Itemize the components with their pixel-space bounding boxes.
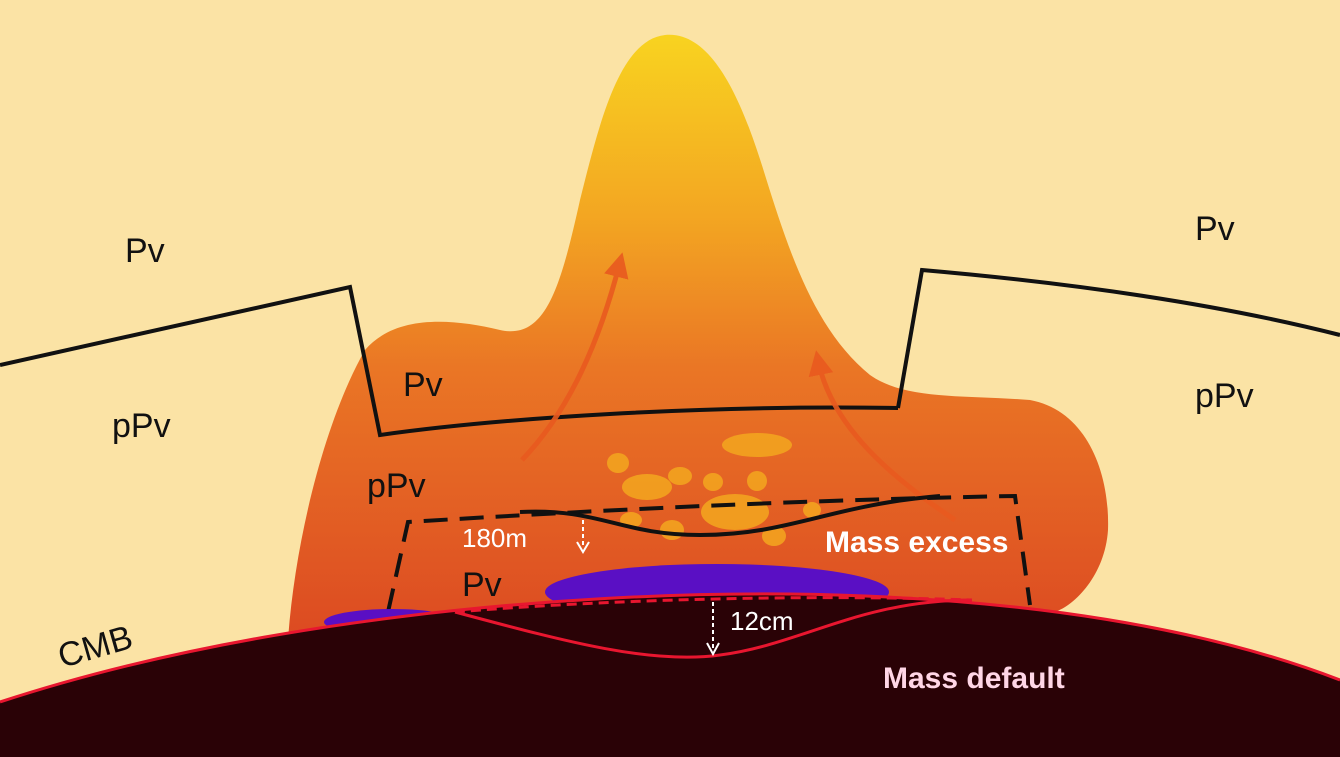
mantle-plume (288, 34, 1109, 641)
label-ppv-right: pPv (1195, 377, 1254, 415)
mass-excess-region (386, 493, 1032, 613)
cmb-dashed-reference (454, 596, 973, 614)
label-pv-upper-left: Pv (125, 232, 165, 270)
label-pv-upper-right: Pv (1195, 210, 1235, 248)
label-pv-lens: Pv (462, 566, 502, 604)
deflected-boundary (519, 494, 941, 538)
phase-boundary-right (896, 267, 1340, 409)
flow-arrow-right (808, 350, 957, 523)
label-mass-default: Mass default (883, 662, 1065, 695)
label-pv-plume: Pv (403, 366, 443, 404)
label-mass-excess: Mass excess (825, 526, 1009, 559)
label-ppv-left: pPv (112, 407, 171, 445)
label-12cm: 12cm (730, 606, 794, 636)
cmb-line (0, 592, 1340, 704)
cmb-deflection (454, 598, 973, 659)
phase-boundary-left (0, 284, 899, 438)
label-180m: 180m (462, 523, 527, 553)
label-ppv-plume: pPv (367, 467, 426, 505)
outer-core (0, 593, 1340, 757)
arrow-180m-head (576, 541, 590, 554)
flow-arrow-left (520, 252, 629, 462)
arrow-12cm-head (706, 642, 720, 657)
